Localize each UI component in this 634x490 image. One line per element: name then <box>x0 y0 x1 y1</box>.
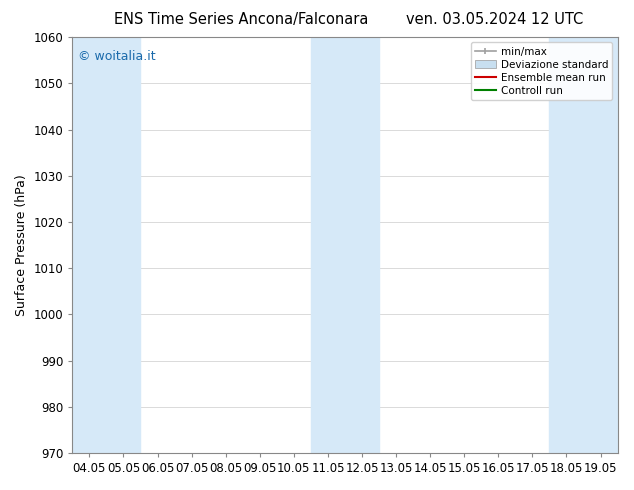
Text: ENS Time Series Ancona/Falconara: ENS Time Series Ancona/Falconara <box>113 12 368 27</box>
Bar <box>72 37 141 453</box>
Text: ven. 03.05.2024 12 UTC: ven. 03.05.2024 12 UTC <box>406 12 583 27</box>
Bar <box>550 37 618 453</box>
Bar <box>311 37 379 453</box>
Legend: min/max, Deviazione standard, Ensemble mean run, Controll run: min/max, Deviazione standard, Ensemble m… <box>470 42 612 100</box>
Text: © woitalia.it: © woitalia.it <box>78 49 155 63</box>
Y-axis label: Surface Pressure (hPa): Surface Pressure (hPa) <box>15 174 28 316</box>
